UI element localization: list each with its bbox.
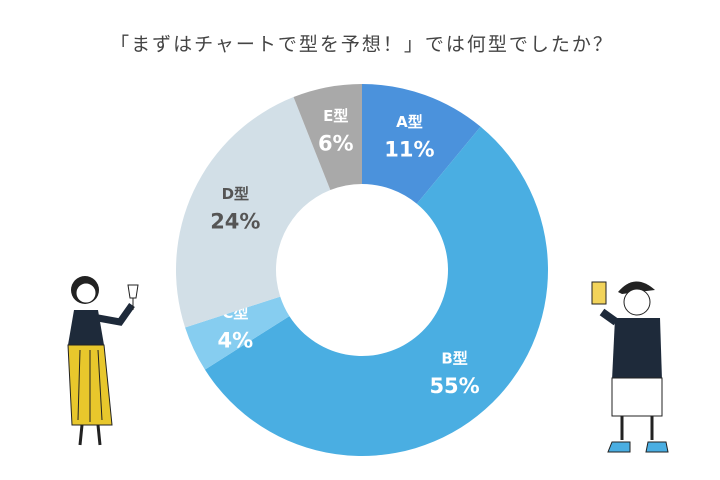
slice-name: B型 [441,350,467,368]
slice-value: 11% [384,137,434,161]
slice-value: 6% [318,131,354,155]
slice-name: E型 [323,107,348,125]
slice-value: 55% [429,374,479,398]
slice [362,84,481,204]
chart-title: 「まずはチャートで型を予想！」では何型でしたか？ [110,34,614,56]
slice-name: A型 [396,113,423,131]
slice-name: D型 [222,185,249,203]
slice-value: 24% [210,209,260,233]
slice [293,84,362,191]
slice [176,97,331,328]
man-illustration [591,281,669,453]
slice [185,296,290,370]
slice [204,126,548,456]
woman-illustration [67,276,139,446]
slice-value: 4% [217,329,253,353]
